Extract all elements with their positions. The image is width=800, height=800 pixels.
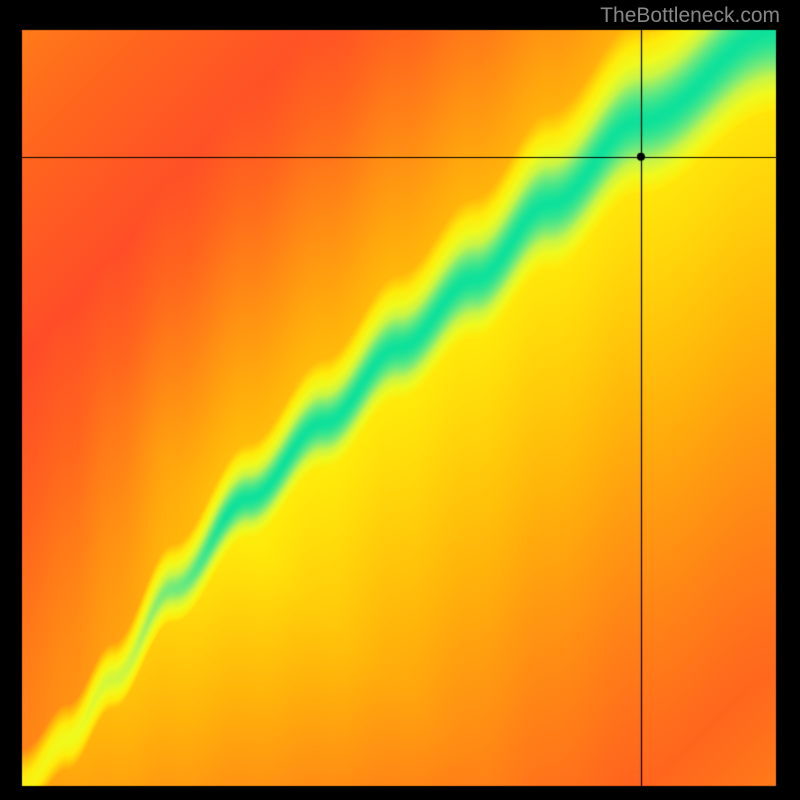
- watermark-text: TheBottleneck.com: [600, 4, 780, 28]
- crosshair-overlay: [0, 0, 800, 800]
